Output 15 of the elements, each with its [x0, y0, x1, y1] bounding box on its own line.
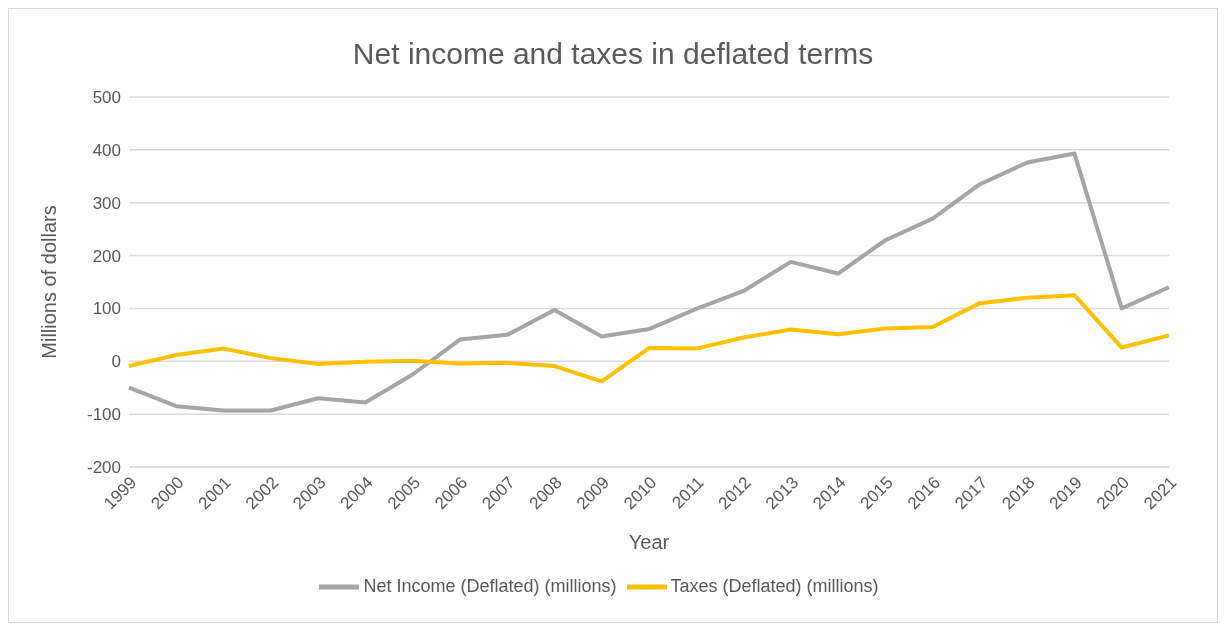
y-tick-label: 500	[92, 88, 121, 108]
chart-title: Net income and taxes in deflated terms	[351, 36, 875, 72]
y-tick-label: 0	[111, 352, 121, 372]
x-axis-title: Year	[628, 531, 670, 553]
y-tick-label: 100	[92, 299, 121, 319]
legend-label: Net Income (Deflated) (millions)	[363, 575, 617, 596]
y-tick-label: -200	[86, 458, 121, 478]
y-tick-label: 300	[92, 193, 121, 213]
y-tick-label: -100	[86, 405, 121, 425]
y-tick-label: 400	[92, 140, 121, 160]
line-series	[127, 293, 1171, 384]
y-axis-title: Millions of dollars	[38, 205, 61, 359]
legend-label: Taxes (Deflated) (millions)	[670, 575, 879, 596]
line-series	[127, 151, 1171, 413]
y-tick-label: 200	[92, 246, 121, 266]
